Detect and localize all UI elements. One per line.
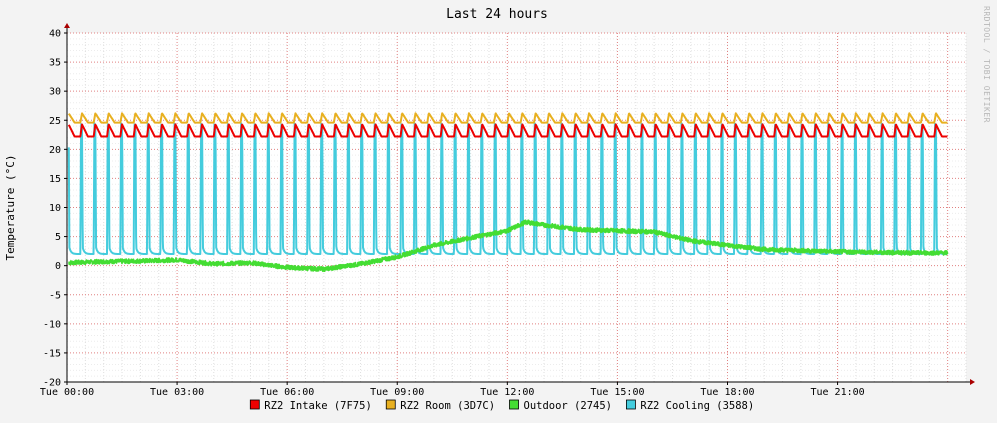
legend-label-1: RZ2 Room (3D7C) xyxy=(400,400,495,412)
y-axis-arrow xyxy=(64,23,70,28)
chart-title: Last 24 hours xyxy=(446,7,548,22)
x-tick-label: Tue 03:00 xyxy=(150,387,204,398)
axes xyxy=(64,23,975,385)
y-tick-label: -20 xyxy=(43,378,61,389)
x-tick-label: Tue 15:00 xyxy=(590,387,644,398)
y-tick-label: -5 xyxy=(49,290,61,301)
legend: RZ2 Intake (7F75) RZ2 Room (3D7C) Outdoor … xyxy=(249,399,754,412)
y-tick-label: 25 xyxy=(49,116,61,127)
x-tick-label: Tue 18:00 xyxy=(700,387,754,398)
series-line-0 xyxy=(67,123,949,138)
series-line-2 xyxy=(68,219,949,272)
x-tick-label: Tue 00:00 xyxy=(40,387,94,398)
x-axis-arrow xyxy=(970,379,975,385)
legend-label-0: RZ2 Intake (7F75) xyxy=(264,400,371,412)
legend-swatch-3 xyxy=(626,399,636,410)
x-tick-label: Tue 09:00 xyxy=(370,387,424,398)
y-tick-label: 10 xyxy=(49,203,61,214)
x-tick-label: Tue 12:00 xyxy=(480,387,534,398)
x-tick-label: Tue 21:00 xyxy=(810,387,864,398)
series-lines xyxy=(67,112,949,272)
y-tick-label: 20 xyxy=(49,145,61,156)
legend-label-2: Outdoor (2745) xyxy=(524,400,613,412)
legend-swatch-2 xyxy=(509,399,519,410)
series-line-1 xyxy=(67,112,949,124)
y-tick-label: 30 xyxy=(49,87,61,98)
series-line-3 xyxy=(67,122,949,255)
watermark: RRDTOOL / TOBI OETIKER xyxy=(982,6,991,123)
legend-swatch-1 xyxy=(385,399,396,410)
legend-label-3: RZ2 Cooling (3588) xyxy=(640,400,754,412)
y-tick-label: 40 xyxy=(49,29,61,40)
y-axis-label: Temperature (°C) xyxy=(4,155,17,261)
y-tick-label: 15 xyxy=(49,174,61,185)
y-tick-label: 35 xyxy=(49,58,61,69)
legend-swatch-0 xyxy=(249,399,260,410)
y-tick-label: -15 xyxy=(43,348,61,359)
y-tick-label: 0 xyxy=(55,261,61,272)
y-tick-label: 5 xyxy=(55,232,61,243)
x-tick-label: Tue 06:00 xyxy=(260,387,314,398)
y-tick-label: -10 xyxy=(43,319,61,330)
